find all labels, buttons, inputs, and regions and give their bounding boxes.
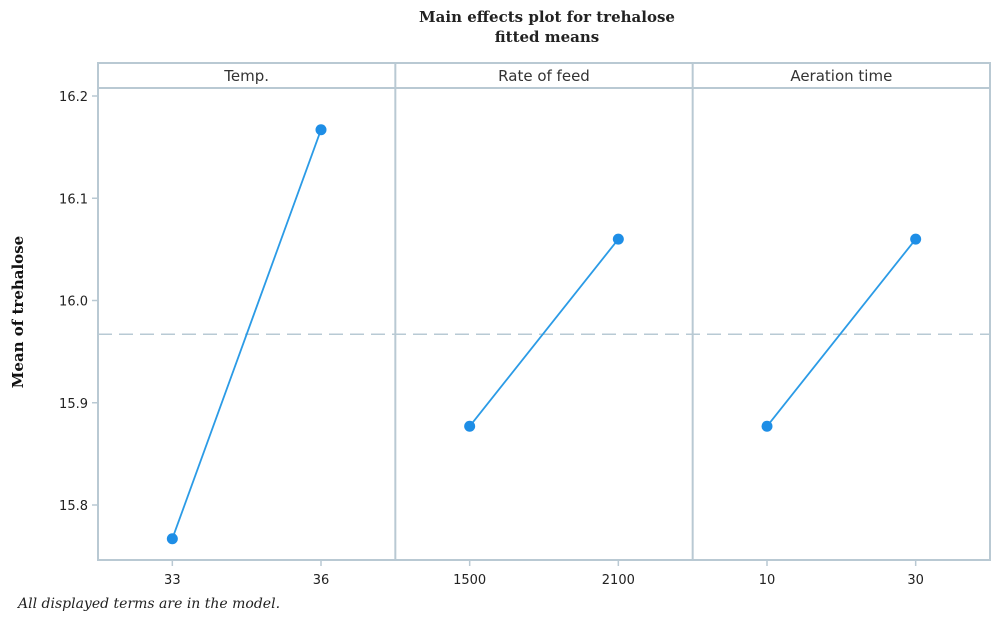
data-point: [910, 233, 922, 245]
data-point: [464, 420, 476, 432]
y-tick-label: 16.2: [59, 90, 88, 105]
chart-title: Main effects plot for trehalose: [419, 8, 675, 26]
panel-label: Rate of feed: [498, 67, 590, 85]
x-tick-label: 36: [313, 573, 330, 588]
y-tick-label: 15.8: [59, 499, 88, 514]
effect-line: [766, 238, 917, 427]
x-tick-label: 30: [907, 573, 924, 588]
x-tick-label: 1500: [453, 573, 486, 588]
data-point: [315, 124, 327, 136]
panel-label: Temp.: [223, 67, 269, 85]
x-tick-label: 10: [759, 573, 776, 588]
data-point: [761, 420, 773, 432]
x-tick-label: 2100: [602, 573, 635, 588]
footnote: All displayed terms are in the model.: [18, 596, 281, 612]
y-tick-label: 16.0: [59, 295, 88, 310]
effect-line: [468, 238, 620, 427]
data-point: [612, 233, 624, 245]
chart-subtitle: fitted means: [495, 28, 600, 46]
panel-label: Aeration time: [790, 67, 892, 85]
plot-frame: [97, 62, 991, 561]
x-tick-label: 33: [164, 573, 181, 588]
data-point: [166, 533, 178, 545]
effect-line: [171, 129, 322, 540]
y-tick-label: 15.9: [59, 397, 88, 412]
plot-area: 15.8 15.9 16.0 16.1 16.2 Temp. 33 36 Rate of fee…: [59, 62, 991, 588]
y-axis-label: Mean of trehalose: [9, 236, 27, 388]
y-tick-label: 16.1: [59, 192, 88, 207]
